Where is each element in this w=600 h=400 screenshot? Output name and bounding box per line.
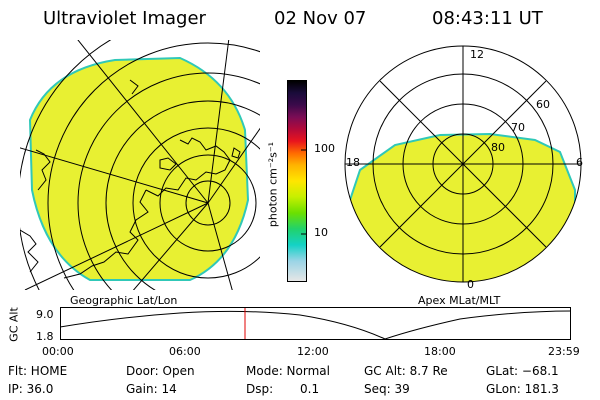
colorbar-tick-100: 100 (314, 142, 335, 155)
time-tick-0600: 06:00 (169, 345, 201, 358)
instrument-title: Ultraviolet Imager (43, 8, 206, 29)
colorbar-tick-10: 10 (314, 226, 328, 239)
mode-value: Mode: Normal (246, 364, 330, 378)
geographic-longitude: GLon: 181.3 (486, 382, 559, 396)
colorbar (287, 80, 307, 282)
gain-value: Gain: 14 (126, 382, 177, 396)
observation-date: 02 Nov 07 (274, 8, 367, 29)
altitude-plot (60, 307, 572, 340)
altitude-tick-9: 9.0 (36, 308, 54, 321)
time-tick-1200: 12:00 (297, 345, 329, 358)
colorbar-unit-label: photon cm⁻²s⁻¹ (266, 141, 280, 228)
time-tick-0000: 00:00 (42, 345, 74, 358)
left-aurora-field (28, 56, 250, 281)
door-status: Door: Open (126, 364, 195, 378)
right-panel-caption: Apex MLat/MLT (418, 294, 501, 307)
mlt-label-12: 12 (470, 48, 484, 61)
altitude-axis-label: GC Alt (7, 307, 21, 342)
gc-altitude: GC Alt: 8.7 Re (364, 364, 448, 378)
flight-mode: Flt: HOME (8, 364, 68, 378)
mlat-label-60: 60 (536, 98, 550, 111)
mlt-label-18: 18 (346, 156, 360, 169)
sequence-number: Seq: 39 (364, 382, 410, 396)
observation-time: 08:43:11 UT (432, 8, 543, 29)
time-tick-1800: 18:00 (424, 345, 456, 358)
time-tick-2359: 23:59 (548, 345, 580, 358)
magnetic-image (344, 45, 582, 283)
altitude-tick-1-8: 1.8 (36, 330, 54, 343)
mlt-label-0: 0 (467, 278, 474, 291)
altitude-curve (60, 310, 572, 340)
geographic-image (20, 40, 260, 290)
ip-value: IP: 36.0 (8, 382, 54, 396)
mlat-label-80: 80 (491, 141, 505, 154)
geographic-latitude: GLat: −68.1 (486, 364, 559, 378)
mlt-label-6: 6 (576, 156, 583, 169)
left-panel-caption: Geographic Lat/Lon (70, 294, 178, 307)
mlat-label-70: 70 (511, 121, 525, 134)
colorbar-ticks (301, 149, 306, 235)
dsp-label: Dsp: (246, 382, 274, 396)
dsp-value: 0.1 (300, 382, 320, 396)
